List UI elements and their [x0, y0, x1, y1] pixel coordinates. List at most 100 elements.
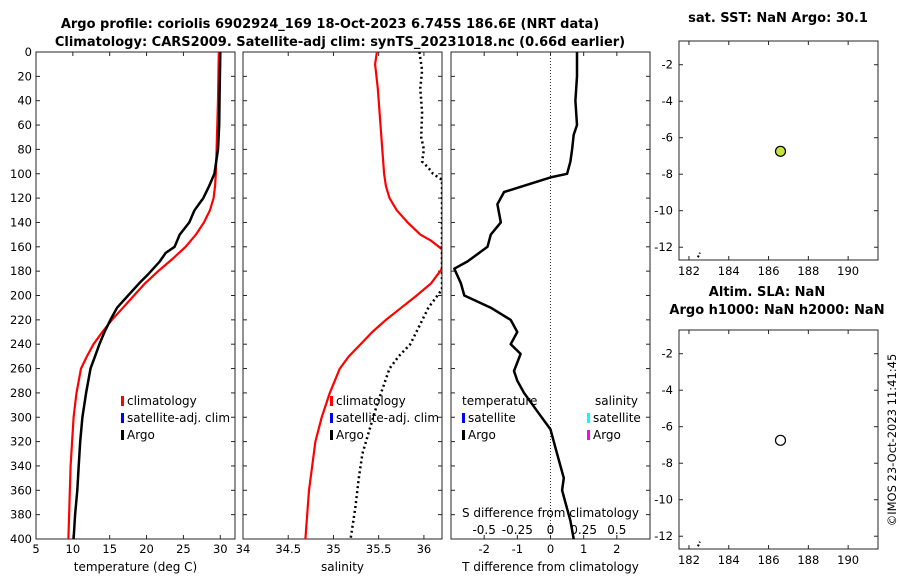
difference-xlabel: T difference from climatology: [461, 560, 639, 574]
sst_map-argo-marker: [774, 145, 787, 157]
depth-tick-label: 380: [10, 508, 32, 522]
sst_map-xtick-label: 186: [758, 264, 780, 278]
salinity-legend-swatch: [330, 396, 333, 406]
depth-tick-label: 240: [10, 337, 32, 351]
diff-legend-temperature-swatch: [462, 413, 465, 423]
temperature-xtick-label: 30: [213, 542, 228, 556]
sst_map-xtick-label: 182: [678, 264, 700, 278]
sla_map-ytick-label: -2: [662, 347, 673, 361]
depth-tick-label: 200: [10, 289, 32, 303]
sla-map-title-line2: Argo h1000: NaN h2000: NaN: [669, 303, 884, 318]
salinity-legend-label: climatology: [336, 394, 406, 408]
temperature-legend-label: Argo: [127, 428, 155, 442]
temperature-xtick-label: 5: [32, 542, 39, 556]
depth-tick-label: 80: [17, 142, 32, 156]
salinity-legend-swatch: [330, 430, 333, 440]
depth-tick-label: 300: [10, 410, 32, 424]
depth-tick-label: 20: [17, 69, 32, 83]
main-title-line2: Climatology: CARS2009. Satellite-adj cli…: [55, 35, 625, 50]
sst_map-ytick-label: -12: [654, 240, 673, 254]
difference-xtick-label: 2: [613, 542, 620, 556]
sst_map-ytick-label: -8: [662, 167, 673, 181]
depth-tick-label: 140: [10, 215, 32, 229]
salinity-xtick-label: 34: [236, 542, 251, 556]
depth-tick-label: 100: [10, 167, 32, 181]
difference-xtick-label: -1: [512, 542, 523, 556]
diff-legend-salinity-swatch: [587, 430, 590, 440]
difference-xtick-label: -2: [478, 542, 489, 556]
temperature-xtick-label: 10: [66, 542, 81, 556]
diff-legend-salinity-swatch: [587, 413, 590, 423]
depth-tick-label: 0: [25, 45, 32, 59]
depth-tick-label: 40: [17, 94, 32, 108]
temperature-legend-swatch: [121, 430, 124, 440]
sst_map-ytick-label: -4: [662, 94, 673, 108]
depth-tick-label: 340: [10, 459, 32, 473]
depth-tick-label: 60: [17, 118, 32, 132]
diff-legend-temperature-label: Argo: [468, 428, 496, 442]
sst_map-ytick-label: -6: [662, 131, 673, 145]
sla-map-title-line1: Altim. SLA: NaN: [709, 285, 825, 300]
sst-map-title: sat. SST: NaN Argo: 30.1: [688, 11, 868, 26]
temperature-legend-swatch: [121, 413, 124, 423]
salinity-frame: [242, 51, 443, 540]
sla-map-panel: 182 184 186 188 190 -2 -4 -6 -8 -10 -12: [654, 329, 879, 567]
difference-series-argo-t-difference: [453, 52, 579, 539]
sst_map-xtick-label: 184: [718, 264, 740, 278]
sla_map-ytick-label: -4: [662, 383, 673, 397]
sla_map-xtick-label: 188: [797, 553, 819, 567]
diff-legend-salinity-label: satellite: [593, 411, 641, 425]
sla_map-ytick-label: -8: [662, 456, 673, 470]
salinity-xtick-label: 35.5: [366, 542, 392, 556]
salinity-profile-panel: 34 34.5 35 35.5 36 salinity climatology satelli…: [236, 51, 443, 574]
diff-legend-temperature-swatch: [462, 430, 465, 440]
diff-legend-salinity-heading: salinity: [595, 394, 638, 408]
diff-legend-salinity-label: Argo: [593, 428, 621, 442]
diff-legend-temperature-label: satellite: [468, 411, 516, 425]
diff-legend-temperature-heading: temperature: [462, 394, 537, 408]
salinity-legend-swatch: [330, 413, 333, 423]
salinity-legend-label: Argo: [336, 428, 364, 442]
depth-tick-label: 220: [10, 313, 32, 327]
sla_map-coastline: [696, 541, 701, 547]
salinity-xtick-label: 36: [417, 542, 432, 556]
depth-tick-label: 260: [10, 362, 32, 376]
depth-tick-label: 120: [10, 191, 32, 205]
temperature-legend-label: satellite-adj. clim: [127, 411, 230, 425]
salinity-xlabel: salinity: [321, 560, 364, 574]
salinity-xtick-label: 35: [326, 542, 341, 556]
diff-s-tick-label: 0.25: [570, 523, 597, 537]
diff-s-tick-label: 0.5: [607, 523, 626, 537]
depth-tick-label: 320: [10, 435, 32, 449]
temperature-xtick-label: 25: [176, 542, 191, 556]
sla_map-ytick-label: -6: [662, 420, 673, 434]
salinity-series-climatology: [304, 52, 442, 539]
main-title-line1: Argo profile: coriolis 6902924_169 18-Oc…: [61, 17, 599, 32]
depth-tick-label: 360: [10, 483, 32, 497]
sla_map-xtick-label: 182: [678, 553, 700, 567]
sla_map-ytick-label: -10: [654, 493, 673, 507]
depth-tick-label: 160: [10, 240, 32, 254]
difference-profile-panel: -2 -1 0 1 2 T difference from climatology temp…: [450, 51, 651, 574]
sst_map-ytick-label: -10: [654, 204, 673, 218]
depth-tick-label: 400: [10, 532, 32, 546]
sla_map-ytick-label: -12: [654, 529, 673, 543]
temperature-legend-swatch: [121, 396, 124, 406]
sla_map-argo-marker: [774, 434, 787, 446]
sla_map-xtick-label: 184: [718, 553, 740, 567]
sst_map-xtick-label: 188: [797, 264, 819, 278]
salinity-legend-label: satellite-adj. clim: [336, 411, 439, 425]
sst_map-coastline: [696, 252, 701, 258]
sst-map-panel: 182 184 186 188 190 -2 -4 -6 -8 -10 -12: [654, 40, 879, 278]
temperature-xtick-label: 20: [139, 542, 154, 556]
diff-s-axis-label: S difference from climatology: [462, 506, 639, 520]
difference-xtick-label: 1: [580, 542, 587, 556]
temperature-xtick-label: 15: [102, 542, 117, 556]
sla_map-xtick-label: 190: [837, 553, 859, 567]
depth-tick-label: 280: [10, 386, 32, 400]
temperature-legend-label: climatology: [127, 394, 197, 408]
diff-s-tick-label: -0.25: [502, 523, 533, 537]
sla_map-xtick-label: 186: [758, 553, 780, 567]
depth-tick-label: 180: [10, 264, 32, 278]
